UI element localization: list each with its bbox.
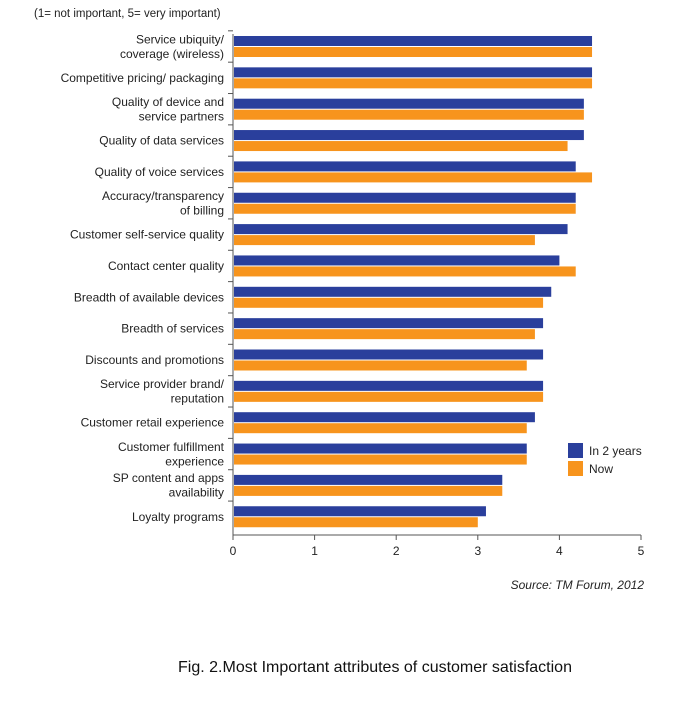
bar-in-2-years-8: [234, 286, 552, 297]
bar-in-2-years-0: [234, 36, 593, 46]
x-tick-label: 3: [474, 544, 481, 558]
category-label: Customer fulfillment: [118, 440, 225, 454]
category-label: reputation: [171, 392, 224, 406]
bar-now-10: [234, 360, 527, 371]
x-tick-label: 1: [311, 544, 318, 558]
bar-now-9: [234, 329, 535, 340]
category-label: Service provider brand/: [100, 377, 225, 391]
axes: 0 1 2 3 4 5: [228, 30, 645, 558]
bar-in-2-years-2: [234, 98, 584, 109]
bar-now-5: [234, 203, 576, 214]
chart-subtitle: (1= not important, 5= very important): [34, 8, 221, 20]
bar-now-6: [234, 235, 535, 246]
category-label: Breadth of available devices: [74, 290, 224, 304]
bar-now-0: [234, 47, 593, 57]
source-note: Source: TM Forum, 2012: [511, 578, 645, 592]
category-label: of billing: [180, 204, 224, 218]
bar-now-8: [234, 297, 544, 308]
bar-in-2-years-4: [234, 161, 576, 172]
x-tick-label: 5: [638, 544, 645, 558]
bar-in-2-years-7: [234, 255, 560, 266]
category-label: Customer retail experience: [81, 416, 225, 430]
bar-in-2-years-13: [234, 443, 527, 454]
bar-in-2-years-11: [234, 380, 544, 391]
bar-now-3: [234, 141, 568, 152]
bar-now-1: [234, 78, 593, 89]
bar-in-2-years-15: [234, 506, 486, 517]
bars: [234, 36, 593, 528]
category-label: Quality of device and: [112, 95, 224, 109]
legend: In 2 years Now: [568, 443, 642, 476]
category-label: Breadth of services: [121, 322, 224, 336]
bar-in-2-years-10: [234, 349, 544, 360]
x-tick-label: 0: [230, 544, 237, 558]
category-label: SP content and apps: [113, 471, 224, 485]
legend-swatch-now: [568, 461, 583, 476]
bar-now-12: [234, 423, 527, 434]
category-label: Quality of voice services: [95, 165, 224, 179]
category-label: availability: [169, 486, 224, 500]
category-label: Loyalty programs: [132, 510, 224, 524]
category-label: service partners: [139, 109, 224, 123]
category-label: Discounts and promotions: [85, 353, 224, 367]
category-label: Competitive pricing/ packaging: [61, 71, 224, 85]
bar-now-2: [234, 109, 584, 120]
category-label: Service ubiquity/: [136, 32, 225, 46]
bar-in-2-years-1: [234, 67, 593, 78]
legend-swatch-in-2-years: [568, 443, 583, 458]
bar-in-2-years-5: [234, 192, 576, 203]
category-label: Quality of data services: [99, 134, 224, 148]
bar-now-15: [234, 517, 478, 528]
bar-now-7: [234, 266, 576, 277]
bar-now-13: [234, 454, 527, 465]
category-labels: Service ubiquity/coverage (wireless) Comp…: [61, 32, 225, 524]
bar-in-2-years-3: [234, 130, 584, 141]
category-label: coverage (wireless): [120, 47, 224, 61]
bar-now-4: [234, 172, 593, 183]
x-tick-label: 2: [393, 544, 400, 558]
figure-caption: Fig. 2.Most Important attributes of cust…: [178, 659, 572, 676]
category-label: Customer self-service quality: [70, 228, 224, 242]
bar-now-11: [234, 391, 544, 402]
category-label: Accuracy/transparency: [102, 189, 224, 203]
bar-in-2-years-14: [234, 474, 503, 485]
category-label: experience: [165, 454, 224, 468]
bar-in-2-years-12: [234, 412, 535, 423]
bar-in-2-years-9: [234, 318, 544, 329]
x-tick-label: 4: [556, 544, 563, 558]
legend-label-now: Now: [589, 462, 613, 476]
bar-in-2-years-6: [234, 224, 568, 235]
category-label: Contact center quality: [108, 259, 224, 273]
legend-label-in-2-years: In 2 years: [589, 444, 642, 458]
bar-now-14: [234, 485, 503, 496]
